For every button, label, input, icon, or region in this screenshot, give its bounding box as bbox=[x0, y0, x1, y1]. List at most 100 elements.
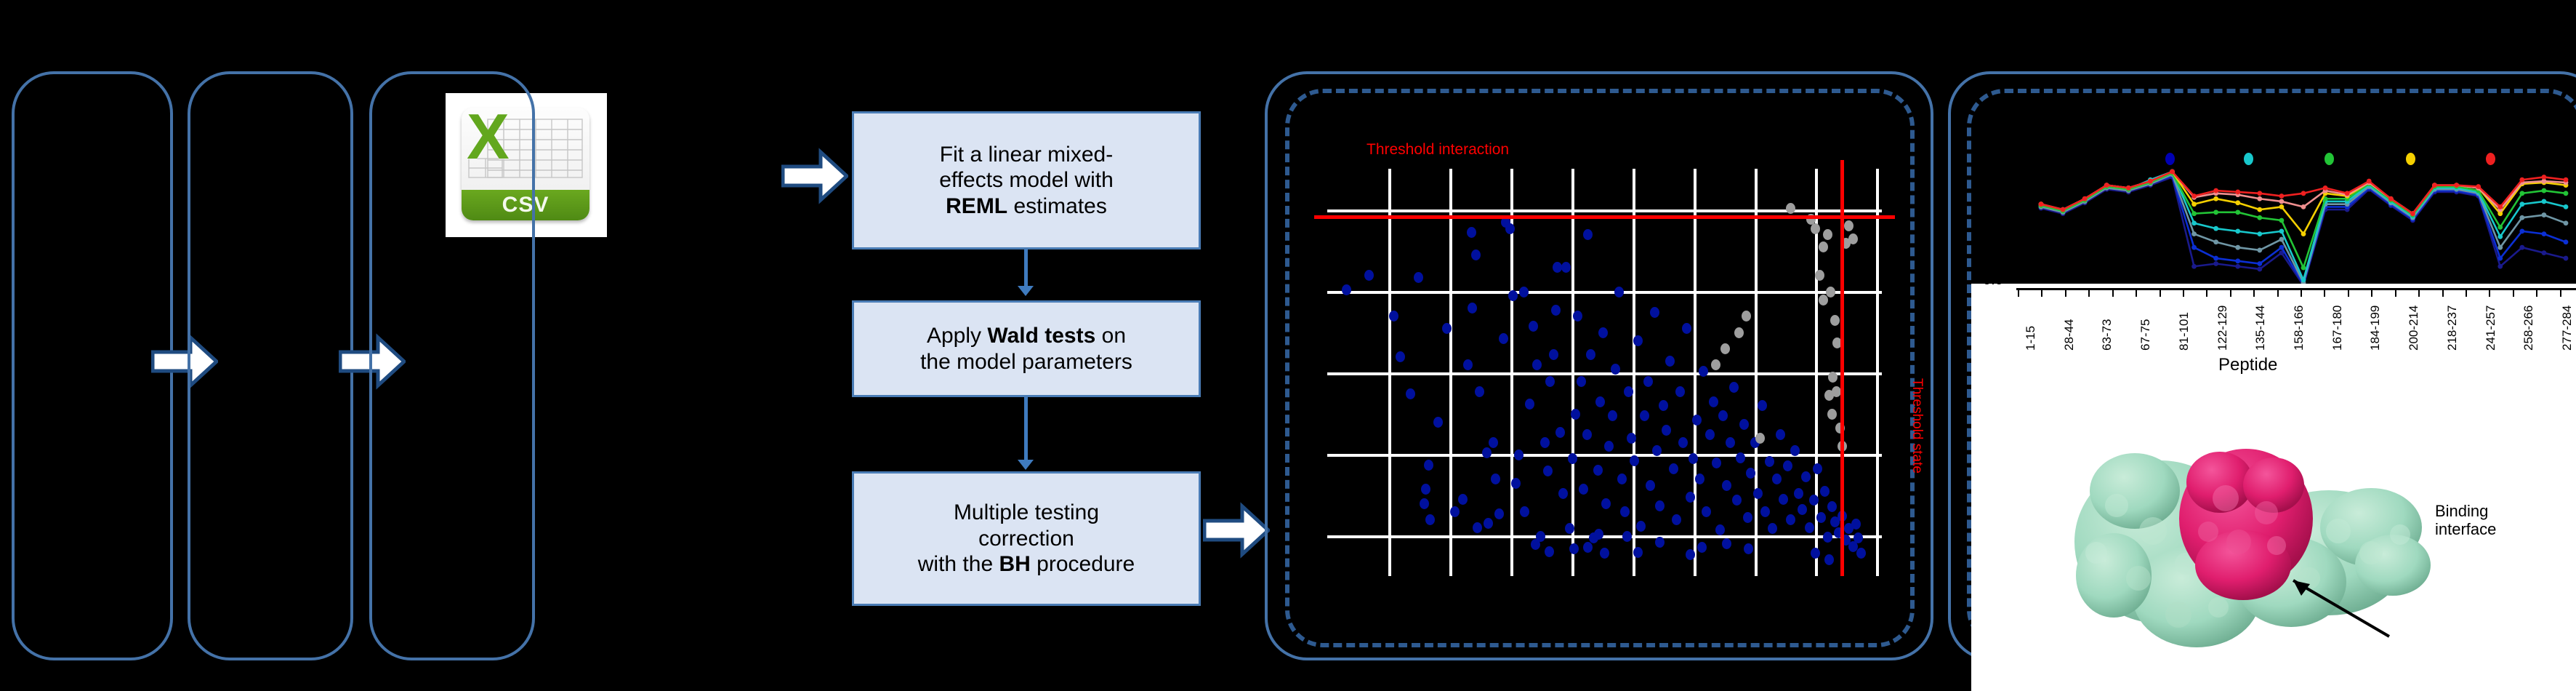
scatter-point-significant bbox=[1536, 530, 1546, 542]
arrow-input-to-csv bbox=[339, 333, 406, 390]
scatter-outer-panel[interactable] bbox=[1265, 71, 1933, 660]
step-bh-box[interactable]: Multiple testing correction with the BH … bbox=[852, 471, 1201, 606]
scatter-point-significant bbox=[1695, 474, 1705, 485]
line-marker bbox=[2191, 220, 2197, 226]
legend-dot-green bbox=[2325, 153, 2334, 165]
line-marker bbox=[2213, 255, 2219, 261]
scatter-point-significant bbox=[1530, 538, 1540, 550]
scatter-point-significant bbox=[1830, 516, 1840, 527]
scatter-point-significant bbox=[1827, 501, 1837, 513]
y-axis-zero-label: 0.0 bbox=[1983, 272, 2003, 288]
line-marker bbox=[2257, 247, 2263, 253]
scatter-point-significant bbox=[1553, 261, 1563, 273]
threshold-interaction-line bbox=[1314, 215, 1895, 220]
x-axis-tick bbox=[2512, 290, 2514, 297]
x-axis-tick bbox=[2136, 290, 2138, 297]
scatter-point-significant bbox=[1771, 474, 1782, 485]
statistical-analysis-panel[interactable] bbox=[369, 71, 535, 660]
scatter-point-significant bbox=[1364, 270, 1374, 281]
line-marker bbox=[2497, 244, 2503, 250]
line-marker bbox=[2541, 199, 2547, 204]
scatter-point-nonsignificant bbox=[1785, 202, 1795, 214]
threshold-state-label: Threshold state bbox=[1909, 378, 1925, 474]
scatter-point-significant bbox=[1583, 229, 1593, 241]
line-marker bbox=[2563, 255, 2569, 261]
scatter-point-significant bbox=[1635, 520, 1646, 532]
line-marker bbox=[2213, 196, 2219, 201]
scatter-point-significant bbox=[1742, 512, 1752, 524]
scatter-point-significant bbox=[1582, 428, 1592, 440]
scatter-point-significant bbox=[1782, 460, 1792, 472]
scatter-point-significant bbox=[1678, 436, 1688, 448]
scatter-point-significant bbox=[1715, 524, 1725, 536]
connector-reml-to-wald-head bbox=[1018, 286, 1034, 296]
csv-file-card[interactable]: X CSV bbox=[446, 93, 607, 237]
x-axis-tick bbox=[2229, 290, 2231, 297]
scatter-point-significant bbox=[1524, 398, 1534, 410]
scatter-point-nonsignificant bbox=[1810, 223, 1820, 234]
scatter-dashed-panel bbox=[1285, 89, 1915, 647]
line-marker bbox=[2563, 239, 2569, 245]
scatter-point-significant bbox=[1764, 456, 1774, 468]
input-data-panel[interactable] bbox=[12, 71, 173, 660]
scatter-gridline-v bbox=[1754, 169, 1758, 576]
scatter-point-significant bbox=[1567, 453, 1577, 465]
scatter-point-significant bbox=[1519, 286, 1529, 297]
x-axis-label: 122-129 bbox=[2215, 305, 2229, 351]
scatter-point-significant bbox=[1494, 508, 1505, 519]
step-reml-keyword: REML bbox=[946, 193, 1008, 218]
threshold-interaction-label: Threshold interaction bbox=[1367, 141, 1510, 158]
line-marker bbox=[2279, 204, 2285, 209]
binding-interface-line2: interface bbox=[2435, 520, 2497, 539]
scatter-point-significant bbox=[1823, 531, 1833, 543]
scatter-point-nonsignificant bbox=[1720, 343, 1731, 354]
line-marker bbox=[2541, 231, 2547, 236]
x-axis-tick bbox=[2018, 290, 2019, 297]
scatter-point-significant bbox=[1675, 386, 1685, 397]
scatter-point-significant bbox=[1775, 428, 1785, 440]
step-reml-box[interactable]: Fit a linear mixed- effects model with R… bbox=[852, 111, 1201, 249]
scatter-point-significant bbox=[1824, 554, 1834, 565]
line-marker bbox=[2519, 215, 2525, 220]
line-marker bbox=[2519, 244, 2525, 250]
scatter-point-significant bbox=[1630, 455, 1640, 466]
scatter-point-significant bbox=[1489, 436, 1499, 448]
scatter-point-significant bbox=[1595, 396, 1605, 407]
step-wald-box[interactable]: Apply Wald tests on the model parameters bbox=[852, 300, 1201, 397]
line-marker bbox=[2213, 261, 2219, 266]
connector-reml-to-wald bbox=[1024, 249, 1028, 287]
line-marker bbox=[2082, 196, 2088, 201]
line-marker bbox=[2191, 263, 2197, 269]
x-axis-label: 258-266 bbox=[2521, 305, 2536, 351]
scatter-point-significant bbox=[1505, 223, 1516, 234]
scatter-point-significant bbox=[1470, 249, 1481, 261]
scatter-gridline-h bbox=[1327, 209, 1882, 212]
line-marker bbox=[2541, 178, 2547, 184]
line-marker bbox=[2388, 196, 2394, 201]
scatter-point-significant bbox=[1718, 410, 1728, 422]
step-reml-line1: Fit a linear mixed- bbox=[939, 142, 1114, 167]
scatter-point-significant bbox=[1668, 463, 1678, 475]
line-marker bbox=[2279, 228, 2285, 234]
scatter-point-significant bbox=[1433, 416, 1444, 428]
line-marker bbox=[2279, 250, 2285, 256]
scatter-point-significant bbox=[1681, 322, 1691, 334]
csv-file-panel[interactable] bbox=[188, 71, 353, 660]
x-axis-line bbox=[2016, 288, 2576, 290]
x-axis-title: Peptide bbox=[2218, 355, 2278, 375]
x-axis-tick bbox=[2277, 290, 2279, 297]
scatter-point-significant bbox=[1702, 506, 1712, 517]
scatter-point-nonsignificant bbox=[1822, 229, 1832, 241]
scatter-point-nonsignificant bbox=[1734, 327, 1744, 338]
x-axis-label: 1-15 bbox=[2024, 325, 2037, 351]
line-marker bbox=[2497, 211, 2503, 217]
x-axis-label: 184-199 bbox=[2368, 305, 2383, 351]
line-marker bbox=[2213, 239, 2219, 245]
x-axis-tick bbox=[2371, 290, 2373, 297]
scatter-point-nonsignificant bbox=[1826, 286, 1836, 297]
scatter-point-significant bbox=[1499, 332, 1509, 344]
scatter-point-significant bbox=[1721, 538, 1731, 549]
scatter-point-significant bbox=[1739, 418, 1750, 430]
line-marker bbox=[2235, 228, 2241, 234]
scatter-point-significant bbox=[1561, 261, 1571, 273]
